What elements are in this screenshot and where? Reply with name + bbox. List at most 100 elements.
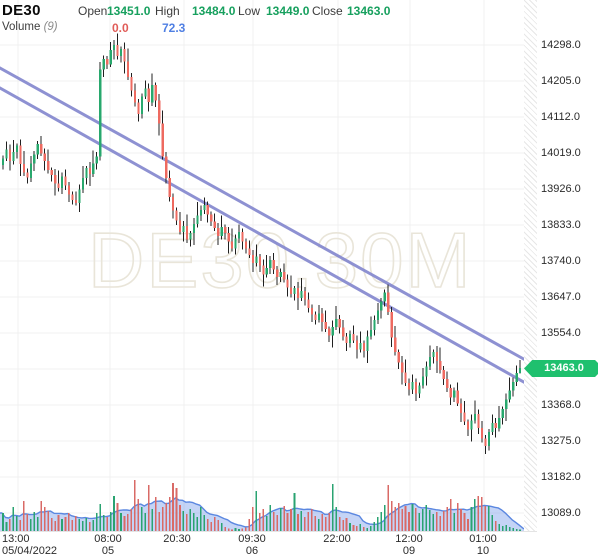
volume-bar: [102, 515, 105, 531]
future-area-hatch: [524, 0, 537, 531]
candle-body: [380, 301, 383, 311]
volume-bar: [68, 513, 70, 531]
volume-bar: [470, 507, 473, 531]
volume-bar: [321, 514, 324, 531]
volume-bar: [217, 520, 219, 531]
candle-body: [231, 241, 234, 249]
volume-bar: [182, 511, 185, 531]
candle-body: [67, 185, 71, 195]
volume-bar: [161, 507, 164, 531]
candle-body: [362, 343, 366, 351]
candle-body: [54, 175, 57, 184]
candle-body: [366, 336, 369, 351]
candle-body: [324, 322, 327, 329]
volume-bar: [331, 484, 334, 531]
price-axis-label: 13833.0: [541, 219, 581, 231]
price-axis-label: 13089.0: [541, 507, 581, 519]
candle-body: [296, 288, 300, 298]
volume-bar: [422, 509, 424, 531]
candle-body: [258, 256, 261, 266]
channel-lower-line[interactable]: [0, 86, 531, 387]
volume-bar: [158, 512, 160, 531]
candle-body: [15, 145, 19, 152]
volume-bar: [186, 514, 188, 531]
volume-bar: [151, 509, 154, 531]
candle-body: [241, 232, 244, 242]
price-axis-label: 13554.0: [541, 327, 581, 339]
volume-bar: [300, 511, 303, 531]
volume-bar: [64, 517, 67, 531]
volume-bar: [387, 485, 389, 531]
candle-body: [498, 417, 501, 429]
volume-bar: [352, 525, 355, 531]
volume-bar: [50, 518, 53, 531]
candle-body: [206, 204, 209, 215]
volume-bar: [82, 521, 84, 531]
volume-bar: [453, 513, 455, 531]
candle-body: [501, 408, 504, 418]
volume-bar: [134, 480, 136, 531]
candle-body: [203, 204, 206, 210]
volume-bar: [61, 519, 63, 531]
volume-bar: [435, 512, 438, 531]
volume-bar: [380, 512, 383, 531]
volume-bar: [286, 513, 289, 531]
volume-bar: [449, 499, 452, 531]
trend-channel[interactable]: [0, 66, 531, 387]
volume-bar: [283, 506, 285, 531]
time-axis-label: 22:00: [323, 533, 351, 545]
volume-bar: [488, 506, 490, 531]
channel-upper-line[interactable]: [0, 66, 531, 364]
candle-body: [154, 84, 157, 101]
candle-body: [439, 360, 442, 371]
volume-bar: [383, 505, 386, 531]
candle-body: [466, 421, 470, 430]
candle-body: [421, 376, 425, 386]
candle-body: [352, 333, 355, 341]
candle-body: [158, 100, 161, 124]
candle-body: [283, 271, 286, 280]
candle-body: [463, 412, 466, 422]
candle-body: [279, 271, 282, 278]
volume-bar: [335, 507, 337, 531]
volume-bar: [137, 499, 140, 531]
symbol-watermark: DE30,30M: [88, 216, 473, 304]
candle-body: [140, 96, 143, 114]
volume-bar: [446, 507, 448, 531]
candle-body: [331, 326, 334, 336]
volume-bar: [463, 513, 466, 531]
candle-body: [477, 413, 480, 429]
volume-bar: [484, 506, 487, 531]
volume-bar: [432, 514, 435, 531]
volume-bar: [36, 517, 39, 531]
candle-body: [50, 170, 53, 175]
chart-canvas[interactable]: DE30,30M: [0, 0, 600, 531]
candle-body: [290, 287, 293, 294]
candle-body: [449, 388, 452, 398]
volume-bar: [116, 503, 119, 531]
volume-bar: [390, 501, 393, 531]
candle-body: [224, 226, 227, 234]
volume-bar: [408, 512, 410, 531]
volume-bar: [498, 524, 501, 531]
candle-body: [40, 144, 43, 154]
volume-bar: [231, 529, 233, 531]
volume-bar: [16, 516, 18, 531]
candle-body: [126, 61, 130, 78]
volume-bar: [175, 488, 178, 531]
candle-body: [345, 336, 348, 344]
volume-bar: [120, 513, 122, 531]
time-axis-label: 13:00 05/04/2022: [2, 533, 58, 557]
volume-bar: [141, 507, 143, 531]
candle-body: [172, 197, 175, 211]
volume-bar: [349, 523, 351, 531]
volume-bar: [324, 517, 327, 531]
volume-bar: [19, 520, 22, 531]
candle-body: [151, 84, 154, 103]
candle-body: [8, 149, 12, 162]
candle-body: [78, 189, 81, 203]
volume-bar: [276, 515, 278, 531]
candle-body: [178, 220, 182, 232]
volume-bar: [144, 513, 147, 531]
volume-bar: [2, 513, 4, 531]
